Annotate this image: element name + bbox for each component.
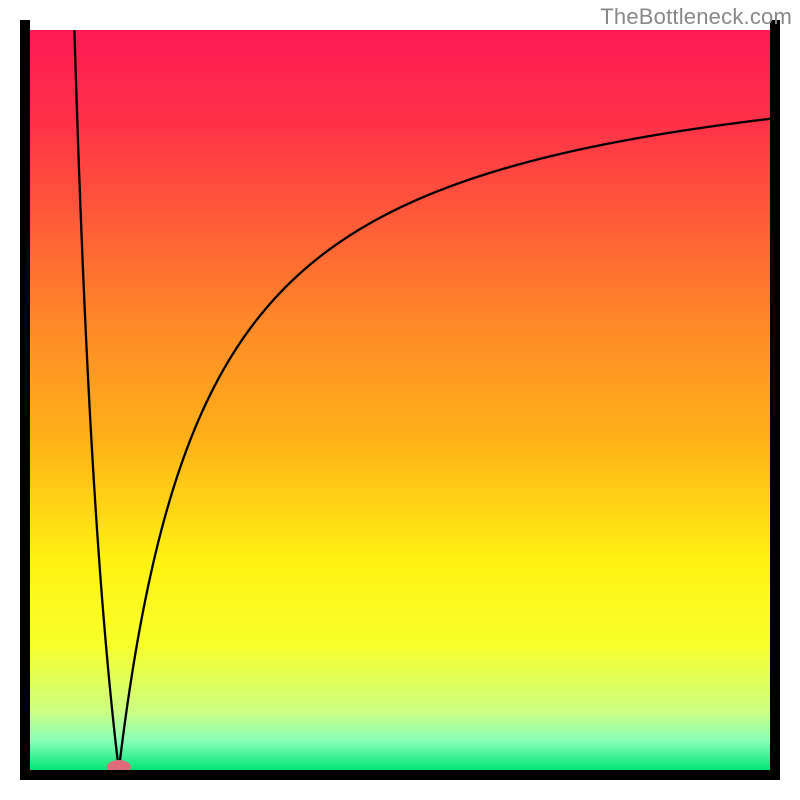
gradient-background xyxy=(30,30,770,770)
plot-border-segment xyxy=(20,770,780,780)
plot-svg xyxy=(0,0,800,800)
plot-border-segment xyxy=(20,20,30,780)
plot-border-segment xyxy=(770,20,780,780)
chart-root: TheBottleneck.com xyxy=(0,0,800,800)
watermark-text: TheBottleneck.com xyxy=(600,4,792,30)
